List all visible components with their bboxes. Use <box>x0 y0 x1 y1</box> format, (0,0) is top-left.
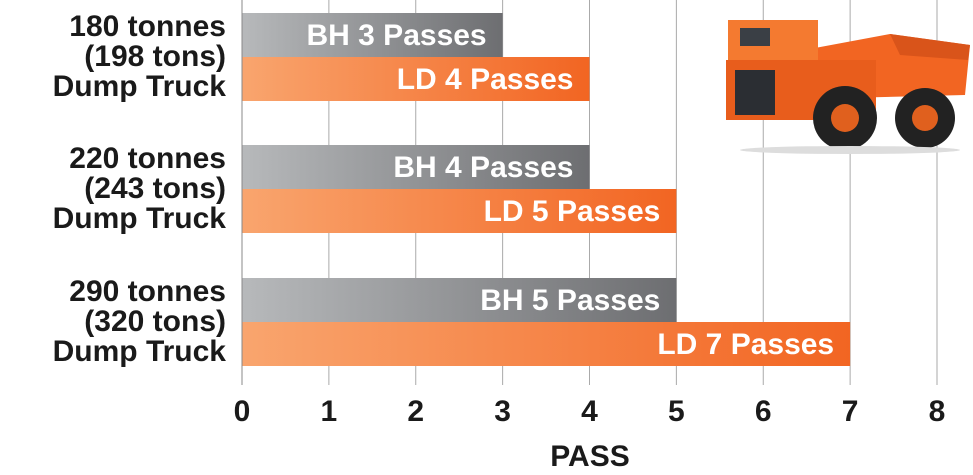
bar <box>242 189 677 233</box>
x-tick-label: 4 <box>581 395 598 428</box>
value-label: BH 5 Passes <box>480 284 660 317</box>
x-tick-label: 0 <box>234 395 251 428</box>
value-label: LD 7 Passes <box>657 328 834 361</box>
y-tick-label: (243 tons) <box>84 172 226 205</box>
y-tick-label: 220 tonnes <box>69 142 226 175</box>
bar <box>242 278 677 322</box>
x-tick-label: 6 <box>755 395 772 428</box>
truck-image <box>726 20 970 154</box>
x-tick-label: 2 <box>407 395 424 428</box>
y-tick-label: Dump Truck <box>53 335 227 368</box>
bar <box>242 322 851 366</box>
bar <box>242 57 590 101</box>
value-label: BH 4 Passes <box>393 151 573 184</box>
y-tick-label: (320 tons) <box>84 305 226 338</box>
x-axis-label: PASS <box>550 440 629 473</box>
x-tick-label: 5 <box>668 395 685 428</box>
y-tick-label: 290 tonnes <box>69 275 226 308</box>
y-tick-label: Dump Truck <box>53 70 227 103</box>
x-tick-label: 7 <box>842 395 859 428</box>
bar <box>242 145 590 189</box>
value-label: BH 3 Passes <box>307 19 487 52</box>
x-tick-label: 8 <box>929 395 946 428</box>
value-label: LD 4 Passes <box>397 63 574 96</box>
y-tick-label: 180 tonnes <box>69 10 226 43</box>
bar <box>242 13 503 57</box>
x-tick-label: 3 <box>494 395 511 428</box>
y-tick-label: Dump Truck <box>53 202 227 235</box>
value-label: LD 5 Passes <box>484 195 661 228</box>
x-tick-label: 1 <box>321 395 338 428</box>
y-tick-label: (198 tons) <box>84 40 226 73</box>
